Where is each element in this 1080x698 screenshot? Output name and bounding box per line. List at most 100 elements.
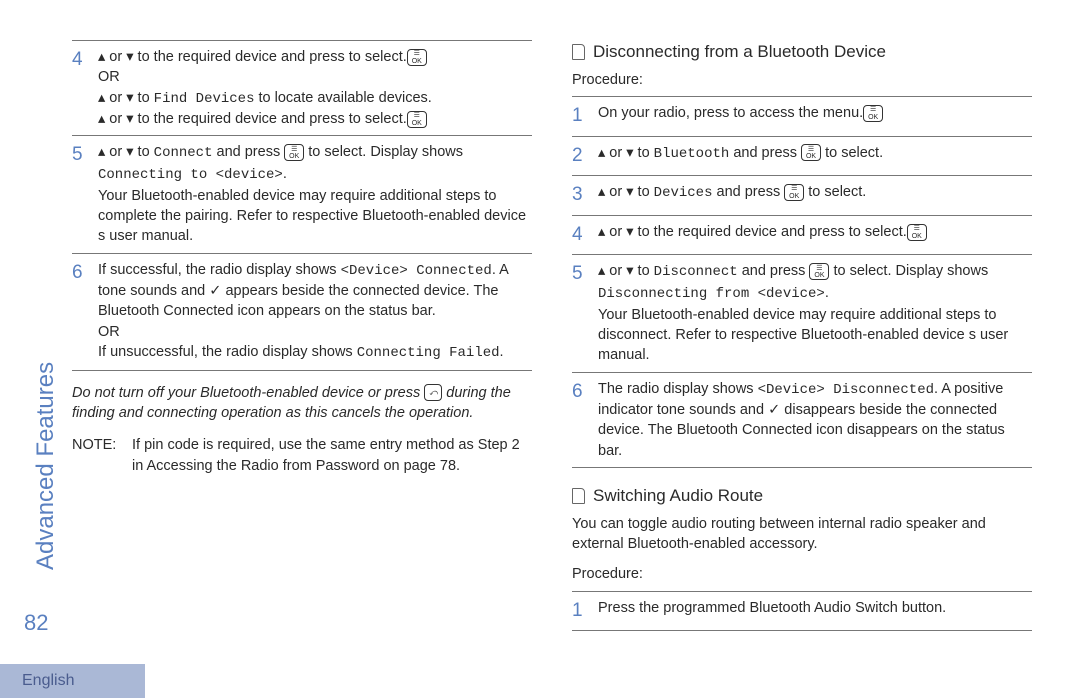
- note-text-1: Do not turn off your Bluetooth-enabled d…: [72, 385, 424, 401]
- down-icon: ▾: [626, 224, 633, 240]
- mono-text: Connecting Failed: [357, 345, 500, 361]
- up-icon: ▴: [598, 184, 605, 200]
- step: 3 ▴ or ▾ to Devices and press ☰OK to sele…: [572, 175, 1032, 215]
- procedure-label-1: Procedure:: [572, 70, 1032, 90]
- ok-button-icon: ☰OK: [284, 144, 304, 161]
- step-number: 6: [572, 379, 590, 406]
- section-title-switching: Switching Audio Route: [572, 484, 1032, 508]
- step: 5 ▴ or ▾ to Disconnect and press ☰OK to s…: [572, 254, 1032, 371]
- procedure-label-2: Procedure:: [572, 564, 1032, 584]
- step-number: 3: [572, 182, 590, 209]
- step: 6 If successful, the radio display shows …: [72, 253, 532, 371]
- step-body: If successful, the radio display shows <…: [98, 260, 532, 364]
- step: 1 Press the programmed Bluetooth Audio Sw…: [572, 591, 1032, 632]
- ok-button-icon: ☰OK: [809, 263, 829, 280]
- mono-text: Bluetooth: [654, 146, 730, 162]
- left-column: 4 ▴ or ▾ to the required device and press…: [72, 40, 532, 640]
- step-text: OR: [98, 322, 532, 342]
- step-body: ▴ or ▾ to Bluetooth and press ☰OK to sel…: [598, 143, 1032, 165]
- down-icon: ▾: [126, 144, 133, 160]
- down-icon: ▾: [626, 145, 633, 161]
- step-text: If unsuccessful, the radio display shows…: [98, 342, 532, 364]
- ok-button-icon: ☰OK: [863, 105, 883, 122]
- step-text: ▴ or ▾ to Find Devices to locate availab…: [98, 88, 532, 110]
- footer-language: English: [0, 664, 145, 698]
- step-number: 6: [72, 260, 90, 287]
- mono-text: Disconnect: [654, 264, 738, 280]
- section-title-disconnect: Disconnecting from a Bluetooth Device: [572, 40, 1032, 64]
- note-block: NOTE: If pin code is required, use the s…: [72, 435, 532, 476]
- mono-text: Find Devices: [154, 91, 255, 107]
- up-icon: ▴: [98, 111, 105, 127]
- up-icon: ▴: [98, 90, 105, 106]
- step-body: ▴ or ▾ to the required device and press …: [598, 222, 1032, 242]
- check-icon: ✓: [768, 402, 780, 418]
- step-body: The radio display shows <Device> Disconn…: [598, 379, 1032, 461]
- step-text: ▴ or ▾ to the required device and press …: [98, 109, 532, 129]
- down-icon: ▾: [626, 263, 633, 279]
- step: 2 ▴ or ▾ to Bluetooth and press ☰OK to se…: [572, 136, 1032, 176]
- ok-button-icon: ☰OK: [907, 224, 927, 241]
- page-number: 82: [24, 610, 48, 636]
- mono-text: <Device> Connected: [341, 263, 492, 279]
- step-body: ▴ or ▾ to Disconnect and press ☰OK to se…: [598, 261, 1032, 365]
- step-text: ▴ or ▾ to the required device and press …: [598, 222, 1032, 242]
- step-text: If successful, the radio display shows <…: [98, 260, 532, 322]
- step-body: On your radio, press to access the menu.…: [598, 103, 1032, 123]
- italic-note: Do not turn off your Bluetooth-enabled d…: [72, 383, 532, 424]
- step-text: ▴ or ▾ to Bluetooth and press ☰OK to sel…: [598, 143, 1032, 165]
- step: 4 ▴ or ▾ to the required device and press…: [572, 215, 1032, 255]
- step-number: 1: [572, 103, 590, 130]
- step-text: Your Bluetooth-enabled device may requir…: [98, 186, 532, 247]
- ok-button-icon: ☰OK: [801, 144, 821, 161]
- step-text: ▴ or ▾ to Disconnect and press ☰OK to se…: [598, 261, 1032, 304]
- up-icon: ▴: [598, 263, 605, 279]
- step-number: 2: [572, 143, 590, 170]
- sec2-intro: You can toggle audio routing between int…: [572, 514, 1032, 555]
- mono-text: Connect: [154, 145, 213, 161]
- step-number: 5: [572, 261, 590, 288]
- down-icon: ▾: [126, 90, 133, 106]
- down-icon: ▾: [126, 111, 133, 127]
- step: 1 On your radio, press to access the menu…: [572, 96, 1032, 136]
- down-icon: ▾: [626, 184, 633, 200]
- step-body: Press the programmed Bluetooth Audio Swi…: [598, 598, 1032, 618]
- step-number: 4: [572, 222, 590, 249]
- step: 5 ▴ or ▾ to Connect and press ☰OK to sele…: [72, 135, 532, 252]
- sec2-title-text: Switching Audio Route: [593, 484, 763, 508]
- step-text: On your radio, press to access the menu.…: [598, 103, 1032, 123]
- mono-text: Devices: [654, 185, 713, 201]
- step-text: Connecting to <device>.: [98, 164, 532, 186]
- mono-text: Connecting to <device>: [98, 167, 283, 183]
- step-number: 4: [72, 47, 90, 74]
- sidebar-section-label: Advanced Features: [32, 330, 60, 570]
- step-body: ▴ or ▾ to Connect and press ☰OK to selec…: [98, 142, 532, 246]
- right-column: Disconnecting from a Bluetooth Device Pr…: [572, 40, 1032, 640]
- back-button-icon: ⤺: [424, 384, 442, 401]
- doc-icon: [572, 44, 585, 60]
- step-text: Your Bluetooth-enabled device may requir…: [598, 305, 1032, 366]
- ok-button-icon: ☰OK: [784, 184, 804, 201]
- step-text: The radio display shows <Device> Disconn…: [598, 379, 1032, 461]
- sec1-title-text: Disconnecting from a Bluetooth Device: [593, 40, 886, 64]
- step-text: ▴ or ▾ to the required device and press …: [98, 47, 532, 67]
- down-icon: ▾: [126, 49, 133, 65]
- step: 4 ▴ or ▾ to the required device and press…: [72, 40, 532, 135]
- step-number: 1: [572, 598, 590, 625]
- up-icon: ▴: [98, 49, 105, 65]
- step: 6 The radio display shows <Device> Discon…: [572, 372, 1032, 468]
- up-icon: ▴: [98, 144, 105, 160]
- up-icon: ▴: [598, 224, 605, 240]
- mono-text: Disconnecting from <device>: [598, 286, 825, 302]
- check-icon: ✓: [209, 283, 221, 299]
- ok-button-icon: ☰OK: [407, 49, 427, 66]
- step-text: ▴ or ▾ to Connect and press ☰OK to selec…: [98, 142, 532, 164]
- step-text: ▴ or ▾ to Devices and press ☰OK to selec…: [598, 182, 1032, 204]
- step-body: ▴ or ▾ to the required device and press …: [98, 47, 532, 129]
- up-icon: ▴: [598, 145, 605, 161]
- ok-button-icon: ☰OK: [407, 111, 427, 128]
- doc-icon: [572, 488, 585, 504]
- step-text: OR: [98, 67, 532, 87]
- step-number: 5: [72, 142, 90, 169]
- footer: English: [0, 664, 1080, 698]
